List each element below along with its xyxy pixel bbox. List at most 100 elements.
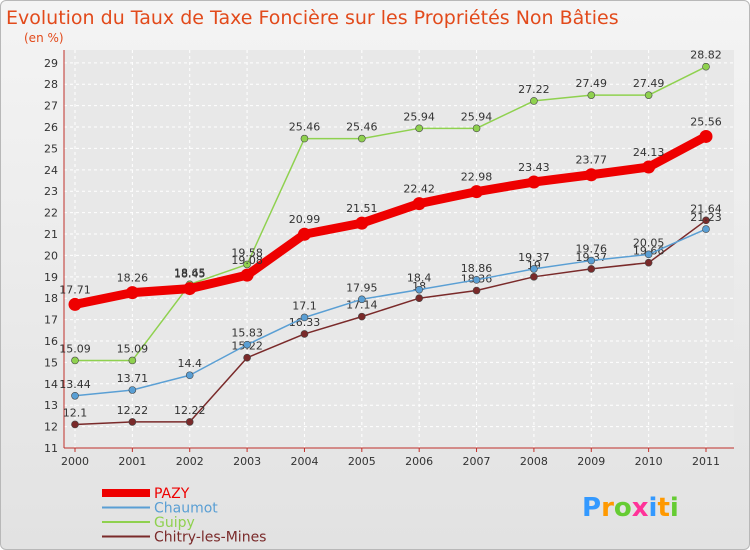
legend-label: Guipy (154, 515, 195, 531)
data-point (472, 276, 481, 284)
data-label: 15.09 (117, 342, 149, 355)
data-label: 22.98 (461, 171, 493, 184)
data-point (300, 134, 309, 143)
data-label: 25.94 (403, 110, 435, 123)
x-tick-label: 2003 (233, 455, 261, 468)
data-point (71, 356, 79, 365)
grid (64, 50, 734, 449)
x-tick-label: 2005 (348, 455, 376, 468)
data-point (300, 313, 309, 322)
series-line (74, 219, 707, 426)
data-label: 15.83 (231, 327, 263, 340)
data-point (355, 216, 369, 230)
data-point (642, 160, 656, 174)
y-tick-label: 19 (44, 271, 58, 284)
y-tick-label: 20 (44, 249, 58, 262)
x-tick-label: 2004 (290, 455, 318, 468)
data-label: 19.76 (576, 243, 608, 256)
data-point (71, 391, 79, 400)
data-point (644, 258, 653, 267)
chart-title: Evolution du Taux de Taxe Foncière sur l… (6, 7, 619, 29)
data-point (183, 282, 197, 296)
data-point (702, 62, 710, 71)
legend-item: Chaumot (102, 501, 218, 517)
data-point (587, 265, 596, 273)
y-tick-label: 13 (44, 399, 58, 412)
x-tick-label: 2000 (61, 455, 89, 468)
y-tick-label: 17 (44, 314, 58, 327)
data-point (185, 418, 194, 426)
data-label: 22.42 (403, 183, 435, 196)
data-label: 25.56 (690, 115, 722, 128)
data-point (470, 185, 484, 199)
data-label: 27.22 (518, 83, 550, 96)
y-tick-label: 18 (44, 292, 58, 305)
data-point (644, 91, 653, 99)
data-point (71, 420, 79, 429)
data-label: 18.86 (461, 262, 493, 275)
logo-letter: o (614, 493, 632, 523)
data-point (243, 340, 251, 349)
series-line (70, 131, 711, 309)
y-tick-label: 26 (44, 121, 58, 134)
data-label: 12.22 (174, 404, 206, 417)
data-label: 12.1 (63, 406, 88, 419)
data-label: 12.22 (117, 404, 149, 417)
series-guipy: 15.09 15.09 18.65 19.58 25.46 25.46 25.94 25.94… (59, 49, 722, 365)
data-point (644, 250, 653, 259)
data-label: 17.1 (292, 299, 317, 312)
data-label: 18.45 (174, 268, 206, 281)
data-point (128, 356, 137, 365)
legend-label: PAZY (154, 486, 190, 502)
data-label: 25.46 (346, 121, 378, 134)
data-point (297, 227, 311, 241)
data-label: 19.58 (231, 246, 263, 259)
data-label: 21.64 (690, 202, 722, 215)
y-tick-label: 25 (44, 142, 58, 155)
data-point (587, 91, 596, 99)
logo-letter: i (670, 493, 679, 523)
y-tick-label: 15 (44, 356, 58, 369)
data-label: 18.65 (174, 266, 206, 279)
data-label: 25.46 (289, 121, 321, 134)
data-label: 14.4 (177, 357, 202, 370)
data-point (185, 371, 194, 380)
data-point (243, 353, 251, 362)
series-pazy: 17.71 18.26 18.45 19.08 20.99 21.51 22.42 22.98… (59, 115, 722, 311)
logo-text: Proxiti (582, 493, 679, 523)
data-label: 21.23 (690, 211, 722, 224)
data-point (125, 286, 139, 300)
data-point (587, 256, 596, 265)
logo-letter: x (632, 493, 649, 523)
legend-label: Chitry-les-Mines (154, 530, 266, 546)
data-label: 27.49 (633, 77, 665, 90)
legend-label: Chaumot (154, 501, 218, 517)
data-point (240, 268, 254, 282)
data-label: 20.05 (633, 236, 665, 249)
series-layer: 12.112.2212.2215.2216.3317.141818.361919… (59, 49, 722, 429)
data-point (412, 197, 426, 211)
data-point (358, 295, 366, 304)
data-point (699, 129, 713, 143)
data-label: 23.43 (518, 161, 550, 174)
data-label: 17.71 (59, 283, 91, 296)
x-tick-label: 2011 (692, 455, 720, 468)
data-label: 19.37 (518, 251, 550, 264)
logo-letter: P (582, 493, 601, 523)
data-point (702, 216, 710, 225)
y-tick-label: 23 (44, 185, 58, 198)
data-point (128, 386, 137, 394)
series-line (74, 228, 707, 397)
data-point (415, 294, 423, 303)
data-point (300, 330, 309, 338)
y-tick-label: 16 (44, 335, 58, 348)
legend-item: Chitry-les-Mines (102, 530, 266, 546)
x-tick-label: 2001 (118, 455, 146, 468)
data-point (530, 273, 538, 281)
data-point (415, 124, 423, 133)
x-tick-label: 2007 (463, 455, 491, 468)
y-tick-label: 28 (44, 78, 58, 91)
data-point (358, 134, 366, 143)
